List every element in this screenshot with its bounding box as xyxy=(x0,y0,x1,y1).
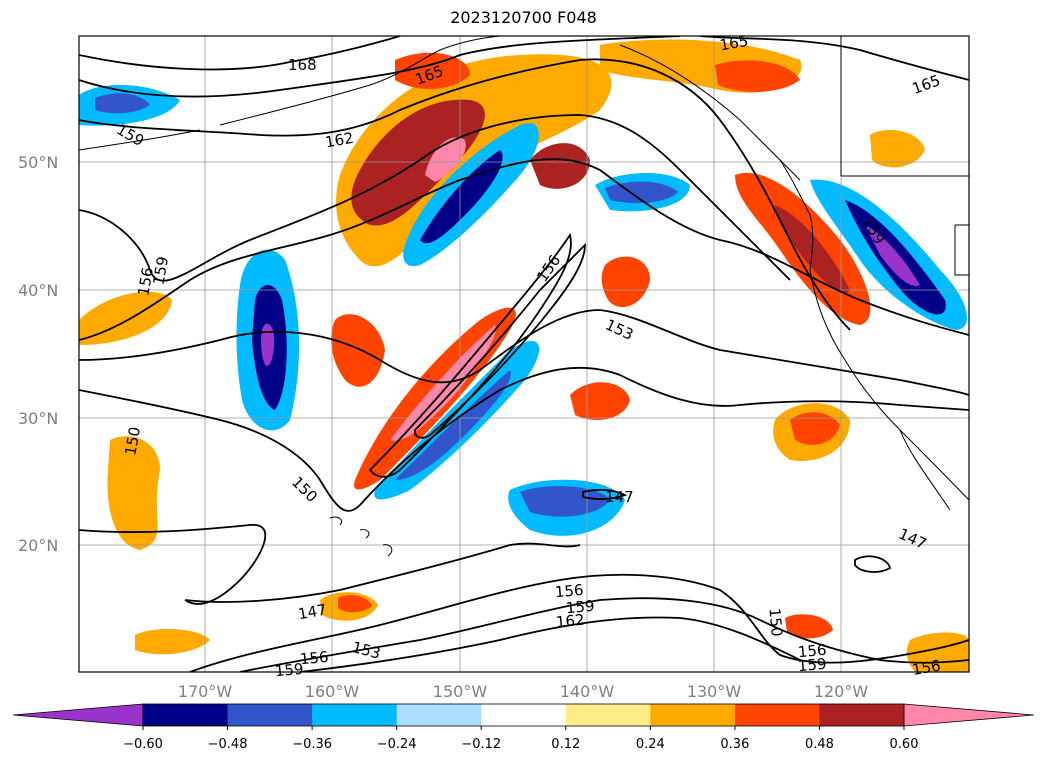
lon-label: 150°W xyxy=(433,682,488,701)
contour-147-east xyxy=(582,488,892,573)
lat-label: 20°N xyxy=(18,536,58,555)
lon-label: 160°W xyxy=(305,682,360,701)
lat-label: 40°N xyxy=(18,281,58,300)
us-west-coast xyxy=(809,269,969,501)
shade-positive-top xyxy=(395,52,470,90)
contour-162 xyxy=(79,58,851,331)
alaska-peninsula-coast xyxy=(219,36,501,126)
contour-168 xyxy=(79,36,401,71)
coastlines xyxy=(79,36,969,557)
shade-positive-gulf-peak xyxy=(425,137,466,182)
shade-positive-gulf-core xyxy=(351,99,485,226)
colorbar-segment xyxy=(734,704,820,726)
contour-label: 159 xyxy=(797,655,827,675)
shade-positive-top-right-core xyxy=(715,60,800,92)
baja-coast xyxy=(899,429,951,511)
colorbar: −0.60 −0.48 −0.36 −0.24 −0.12 0.12 0.24 0.36 0.4… xyxy=(12,703,1035,752)
colorbar-segments xyxy=(143,704,905,726)
contour-label: 156 xyxy=(554,581,584,601)
bc-coast xyxy=(779,159,814,271)
lon-label: 170°W xyxy=(178,682,233,701)
lat-labels: 50°N 40°N 30°N 20°N xyxy=(18,153,58,555)
shade-positive-west-mid xyxy=(331,314,385,387)
contour-156 xyxy=(79,158,969,341)
contour-label: 156 xyxy=(797,641,827,661)
colorbar-extend-left xyxy=(12,703,144,727)
colorbar-tick-label: −0.60 xyxy=(123,737,163,752)
contour-label: 150 xyxy=(765,607,785,637)
colorbar-segment xyxy=(312,704,398,726)
colorbar-segment xyxy=(481,704,567,726)
contour-label: 147 xyxy=(605,488,634,506)
plot-frame xyxy=(78,35,970,673)
shade-negative-jet-core xyxy=(395,370,511,480)
contour-label: 150 xyxy=(121,425,144,456)
contour-165 xyxy=(79,36,969,98)
contour-label: 156 xyxy=(134,266,157,297)
colorbar-tick-label: −0.12 xyxy=(461,737,501,752)
colorbar-tick-label: 0.12 xyxy=(551,737,580,752)
shade-negative-west-peak xyxy=(261,323,275,366)
shade-negative-subtropic-core xyxy=(520,486,610,517)
colorbar-extend-right xyxy=(903,703,1035,727)
colorbar-tick-label: −0.24 xyxy=(377,737,417,752)
contour-jet-loop-2 xyxy=(414,242,586,439)
contour-south-2 xyxy=(239,597,969,672)
contour-159 xyxy=(79,114,791,282)
colorbar-segment xyxy=(565,704,651,726)
colorbar-ticks: −0.60 −0.48 −0.36 −0.24 −0.12 0.12 0.24 0.36 0.4… xyxy=(123,726,918,752)
contour-south-3 xyxy=(299,616,801,672)
height-contours xyxy=(79,36,969,672)
colorbar-tick-label: 0.36 xyxy=(720,737,749,752)
shade-positive-bottom-left xyxy=(135,628,210,655)
colorbar-segment xyxy=(819,704,905,726)
colorbar-segment xyxy=(650,704,736,726)
colorbar-segment xyxy=(143,704,229,726)
contour-150 xyxy=(79,366,969,512)
hawaii-islands xyxy=(329,516,393,557)
shade-negative-top-left-core xyxy=(95,93,150,114)
colorbar-tick-label: 0.60 xyxy=(890,737,919,752)
shade-negative-coast-peak xyxy=(865,225,920,286)
lat-label: 30°N xyxy=(18,409,58,428)
aleutian-islands xyxy=(79,129,201,151)
colorbar-segment xyxy=(227,704,313,726)
lon-label: 120°W xyxy=(814,682,869,701)
shade-positive-subtropic-east xyxy=(570,382,630,420)
shade-positive-south-mid-core xyxy=(338,595,372,613)
contour-label: 159 xyxy=(565,597,595,617)
shade-positive-mid-east xyxy=(601,256,650,308)
contour-label: 156 xyxy=(911,656,942,679)
lon-label: 130°W xyxy=(687,682,742,701)
contour-label: 159 xyxy=(149,255,172,286)
lon-labels: 170°W 160°W 150°W 140°W 130°W 120°W xyxy=(178,682,869,701)
colorbar-tick-label: 0.48 xyxy=(805,737,834,752)
contour-label: 168 xyxy=(288,56,317,74)
contour-label: 159 xyxy=(274,660,304,680)
contour-jet-loop xyxy=(368,232,572,478)
map-title: 2023120700 F048 xyxy=(450,8,597,27)
colorbar-tick-label: −0.48 xyxy=(208,737,248,752)
shade-positive-right-top xyxy=(870,130,925,168)
shade-positive-south-east-core xyxy=(790,412,840,445)
colorbar-segment xyxy=(396,704,482,726)
colorbar-tick-label: 0.24 xyxy=(636,737,665,752)
contour-147 xyxy=(79,524,581,605)
contour-label: 162 xyxy=(324,129,355,152)
contour-label: 165 xyxy=(718,32,749,55)
contour-label: 156 xyxy=(299,648,329,668)
contour-south-1 xyxy=(189,573,969,672)
lat-label: 50°N xyxy=(18,153,58,172)
shade-positive-sandiego xyxy=(785,614,833,639)
state-border-2 xyxy=(954,224,969,276)
contour-label: 147 xyxy=(297,601,328,624)
colorbar-frame xyxy=(142,703,905,727)
shade-positive-far-west xyxy=(107,436,160,550)
contour-label: 162 xyxy=(555,611,585,631)
lon-label: 140°W xyxy=(560,682,615,701)
shade-positive-small-center xyxy=(530,143,590,189)
colorbar-tick-label: −0.36 xyxy=(292,737,332,752)
